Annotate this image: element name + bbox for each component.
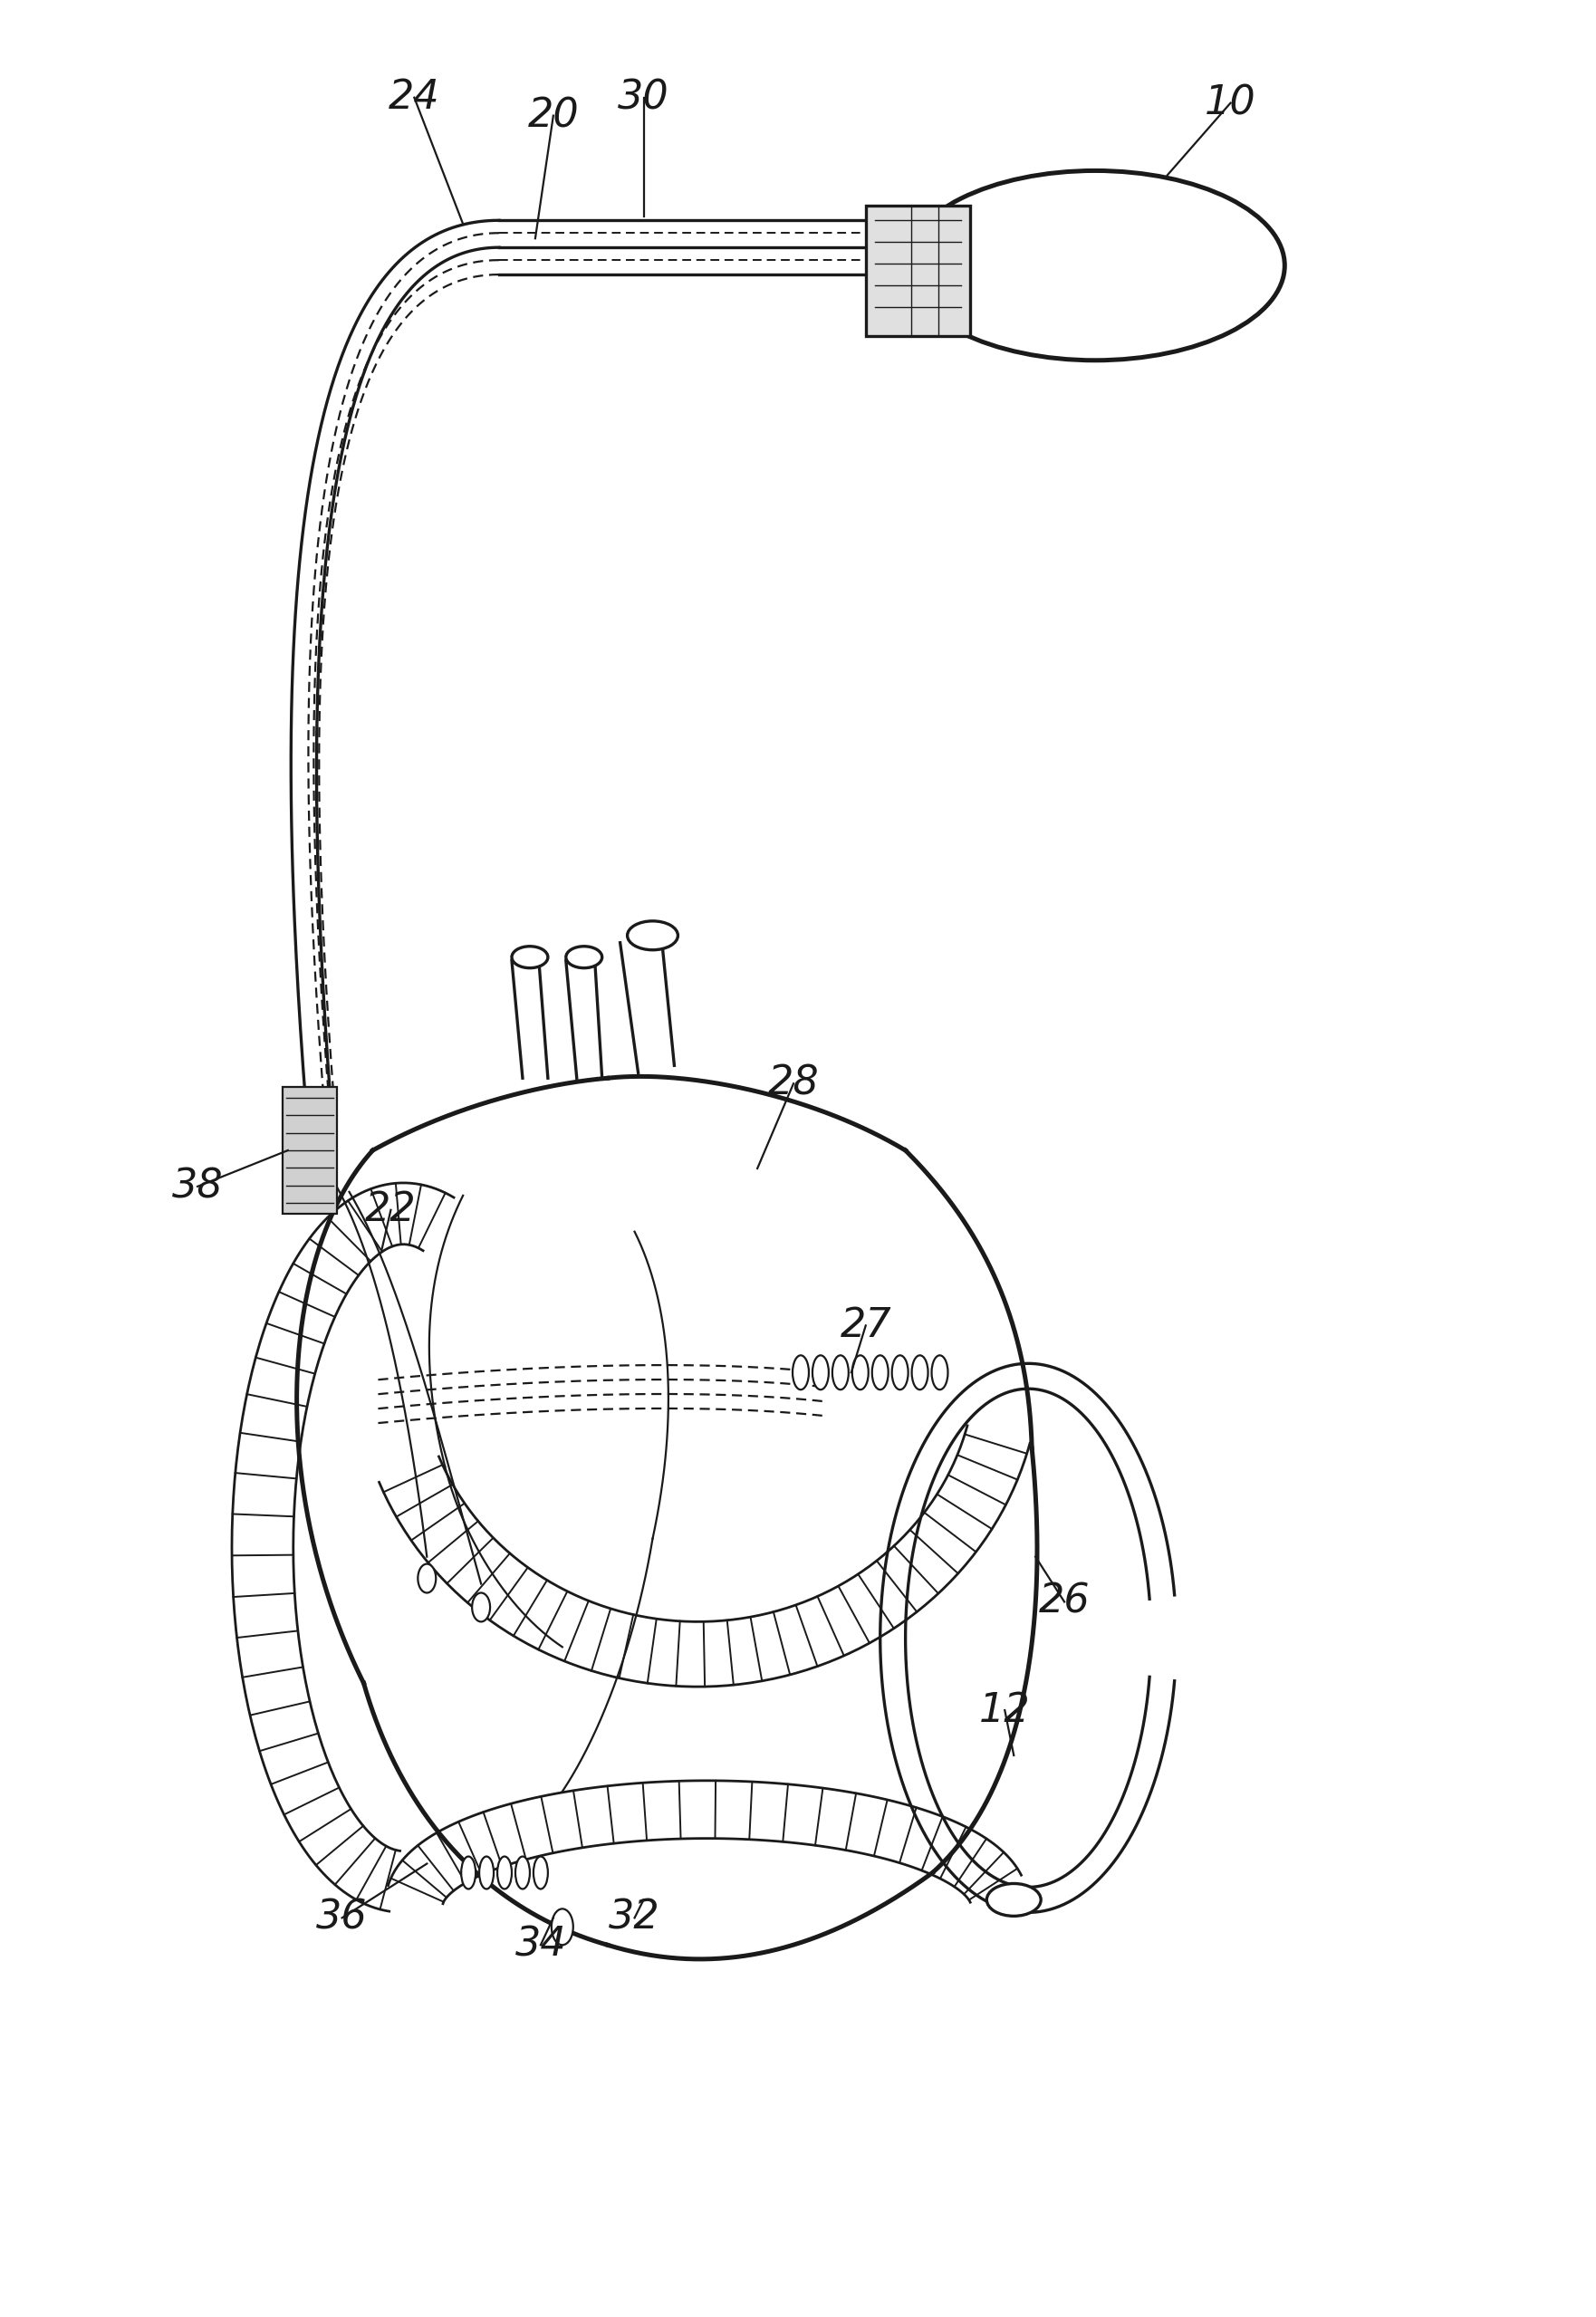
Text: 32: 32	[608, 1898, 661, 1937]
Text: 24: 24	[388, 79, 440, 118]
Ellipse shape	[461, 1856, 476, 1888]
Text: 20: 20	[528, 95, 579, 134]
Ellipse shape	[793, 1355, 809, 1390]
Ellipse shape	[812, 1355, 828, 1390]
Bar	[282, 1087, 337, 1214]
Polygon shape	[380, 1425, 1029, 1687]
Text: 38: 38	[172, 1168, 223, 1205]
Text: 22: 22	[365, 1191, 417, 1230]
Text: 30: 30	[618, 79, 669, 118]
Text: 12: 12	[978, 1691, 1031, 1731]
Ellipse shape	[418, 1564, 436, 1592]
Text: 28: 28	[768, 1064, 819, 1103]
Ellipse shape	[905, 171, 1285, 361]
Ellipse shape	[498, 1856, 512, 1888]
Text: 26: 26	[1039, 1583, 1090, 1622]
Polygon shape	[231, 1184, 453, 1912]
Ellipse shape	[479, 1856, 493, 1888]
Ellipse shape	[932, 1355, 948, 1390]
Ellipse shape	[871, 1355, 889, 1390]
Ellipse shape	[512, 945, 547, 969]
Ellipse shape	[911, 1355, 927, 1390]
Polygon shape	[388, 1782, 1021, 1905]
Ellipse shape	[567, 945, 602, 969]
Ellipse shape	[516, 1856, 530, 1888]
Text: 36: 36	[316, 1898, 367, 1937]
Ellipse shape	[533, 1856, 547, 1888]
Ellipse shape	[832, 1355, 849, 1390]
Ellipse shape	[627, 922, 678, 950]
Ellipse shape	[552, 1909, 573, 1944]
Ellipse shape	[986, 1884, 1041, 1916]
Ellipse shape	[892, 1355, 908, 1390]
Text: 27: 27	[839, 1307, 892, 1344]
Text: 34: 34	[516, 1925, 567, 1965]
Bar	[865, 206, 970, 336]
Ellipse shape	[852, 1355, 868, 1390]
Ellipse shape	[472, 1592, 490, 1622]
Text: 10: 10	[1205, 83, 1256, 123]
